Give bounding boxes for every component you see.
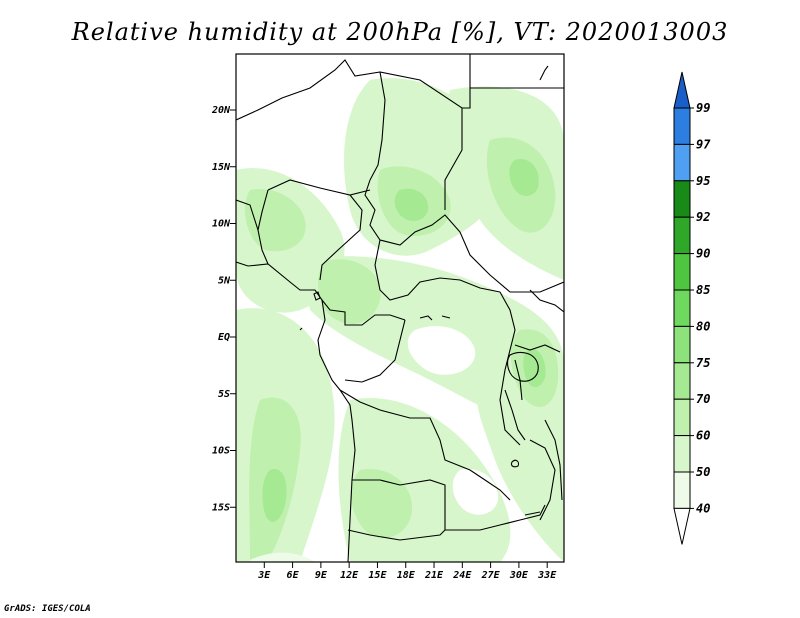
colorbar-swatch — [673, 325, 691, 364]
lat-label: 10N — [212, 219, 231, 230]
colorbar-swatch — [673, 180, 691, 218]
map-borders — [236, 54, 564, 562]
colorbar-label: 92 — [696, 210, 710, 224]
lat-label: 15S — [212, 502, 230, 513]
colorbar-label: 40 — [696, 501, 710, 515]
colorbar-bottom-arrow — [673, 507, 691, 545]
colorbar-label: 95 — [696, 174, 710, 188]
colorbar-label: 85 — [696, 283, 710, 297]
colorbar-label: 50 — [696, 465, 710, 479]
colorbar-top-arrow — [673, 71, 691, 109]
lat-label: 5S — [218, 389, 230, 400]
grads-credit: GrADS: IGES/COLA — [4, 604, 91, 614]
colorbar-label: 60 — [696, 429, 710, 443]
colorbar-swatch — [673, 289, 691, 327]
colorbar: 99 97 95 92 90 85 80 75 70 60 50 40 — [673, 71, 711, 545]
colorbar-swatch — [673, 435, 691, 473]
colorbar-label: 70 — [696, 392, 710, 406]
lon-label: 15E — [368, 570, 387, 581]
lon-label: 6E — [287, 570, 300, 581]
lat-label: 20N — [211, 105, 231, 116]
lat-label: 5N — [218, 275, 231, 286]
colorbar-swatch — [673, 107, 691, 145]
colorbar-swatch — [673, 216, 691, 255]
map-title: Relative humidity at 200hPa [%], VT: 202… — [71, 18, 729, 46]
lon-label: 27E — [481, 570, 501, 581]
lat-label: EQ — [218, 332, 230, 343]
colorbar-swatch — [673, 143, 691, 182]
latitude-axis: 20N 15N 10N 5N EQ 5S 10S 15S — [211, 105, 236, 513]
lon-label: 30E — [509, 570, 529, 581]
colorbar-swatch — [673, 253, 691, 291]
lon-label: 21E — [424, 570, 444, 581]
lon-label: 18E — [397, 570, 416, 581]
lon-label: 9E — [315, 570, 328, 581]
map-frame — [235, 53, 565, 563]
colorbar-swatch — [673, 362, 691, 400]
longitude-axis: 3E 6E 9E 12E 15E 18E 21E 24E 27E 30E 33E — [257, 562, 557, 581]
colorbar-label: 99 — [696, 101, 710, 115]
lon-label: 33E — [537, 570, 557, 581]
lat-label: 10S — [212, 446, 230, 457]
colorbar-swatch — [673, 471, 691, 509]
colorbar-label: 90 — [696, 247, 710, 261]
lat-label: 15N — [212, 162, 231, 173]
humidity-field — [236, 54, 564, 562]
colorbar-label: 80 — [696, 319, 710, 333]
lon-label: 24E — [452, 570, 472, 581]
colorbar-label: 75 — [696, 356, 710, 370]
lon-label: 12E — [340, 570, 359, 581]
lon-label: 3E — [257, 570, 271, 581]
colorbar-swatch — [673, 398, 691, 437]
colorbar-label: 97 — [696, 137, 711, 151]
